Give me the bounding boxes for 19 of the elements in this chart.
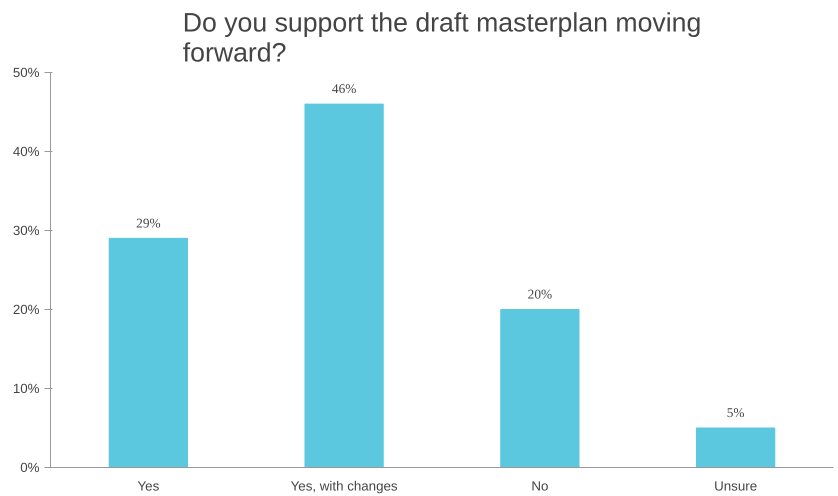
- y-tick-label: 30%: [12, 223, 40, 238]
- x-tick-label: Yes: [138, 478, 160, 494]
- y-tick-label: 10%: [12, 381, 40, 396]
- bar: [108, 238, 188, 468]
- bar: [500, 309, 580, 468]
- bar: [696, 428, 776, 468]
- y-tick-label: 0%: [20, 460, 40, 475]
- data-label: 29%: [136, 215, 161, 230]
- y-tick-label: 20%: [12, 302, 40, 317]
- chart-title: Do you support the draft masterplan moving forward?: [182, 8, 702, 68]
- y-tick-label: 40%: [12, 144, 40, 159]
- y-tick-label: 50%: [12, 65, 40, 80]
- x-tick-label: Unsure: [714, 478, 758, 494]
- data-label: 46%: [332, 81, 356, 96]
- x-tick-label: Yes, with changes: [290, 478, 398, 494]
- x-tick-label: No: [531, 478, 548, 494]
- data-label: 5%: [726, 405, 745, 420]
- bar: [304, 104, 384, 468]
- data-label: 20%: [528, 286, 552, 302]
